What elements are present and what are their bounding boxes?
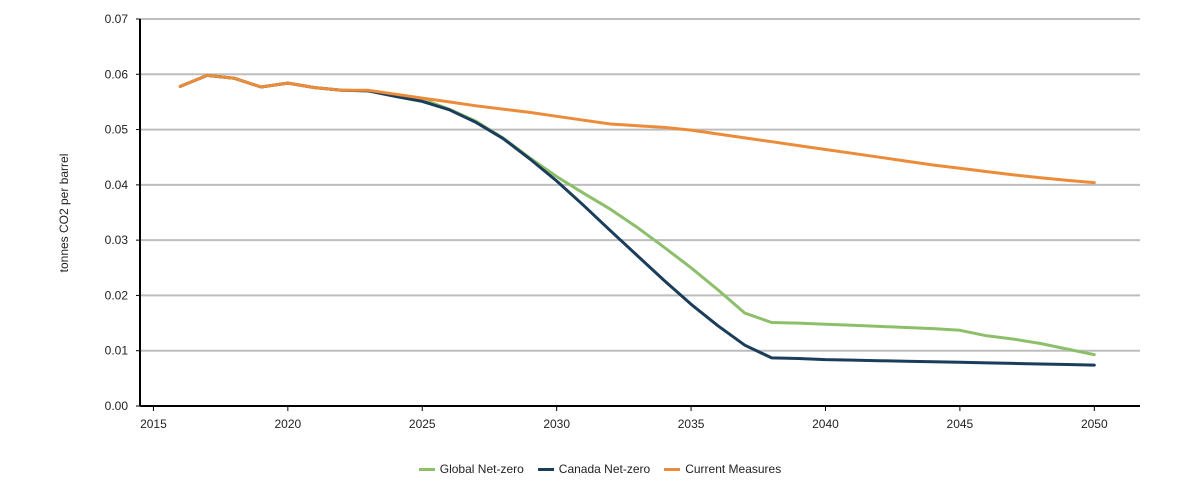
gridlines [140, 18, 1140, 352]
series-line-current-measures [178, 73, 1096, 185]
y-tick-label: 0.01 [105, 344, 129, 358]
x-tick-label: 2030 [543, 417, 570, 431]
x-tick-label: 2035 [678, 417, 705, 431]
legend-item-current-measures: Current Measures [664, 462, 781, 476]
legend-item-canada-net-zero: Canada Net-zero [537, 462, 651, 476]
y-tick-label: 0.03 [105, 233, 129, 247]
x-tick-label: 2020 [274, 417, 301, 431]
y-tick-label: 0.00 [105, 399, 129, 413]
x-tick-label: 2050 [1081, 417, 1108, 431]
legend-label: Canada Net-zero [558, 462, 651, 476]
y-axis-title: tonnes CO2 per barrel [57, 154, 71, 273]
x-tick-label: 2015 [140, 417, 167, 431]
x-tick-label: 2025 [409, 417, 436, 431]
y-tick-label: 0.07 [105, 12, 129, 26]
legend: Global Net-zero Canada Net-zero Current Me… [0, 462, 1200, 476]
x-tick-label: 2040 [812, 417, 839, 431]
legend-label: Global Net-zero [439, 462, 524, 476]
series-lines [178, 73, 1096, 367]
legend-swatch [664, 467, 681, 471]
legend-swatch [537, 467, 554, 471]
y-tick-label: 0.04 [105, 178, 129, 192]
y-tick-label: 0.06 [105, 67, 129, 81]
series-line-canada-net-zero [178, 73, 1096, 367]
tick-labels: 0.00 0.01 0.02 0.03 0.04 0.05 0.06 0.07 2015 2020… [105, 12, 1108, 431]
legend-swatch [418, 467, 435, 471]
series-line-global-net-zero [178, 73, 1096, 357]
y-tick-label: 0.02 [105, 288, 129, 302]
y-tick-label: 0.05 [105, 123, 129, 137]
x-tick-label: 2045 [947, 417, 974, 431]
axes [136, 18, 1140, 411]
legend-item-global-net-zero: Global Net-zero [418, 462, 524, 476]
legend-label: Current Measures [685, 462, 782, 476]
